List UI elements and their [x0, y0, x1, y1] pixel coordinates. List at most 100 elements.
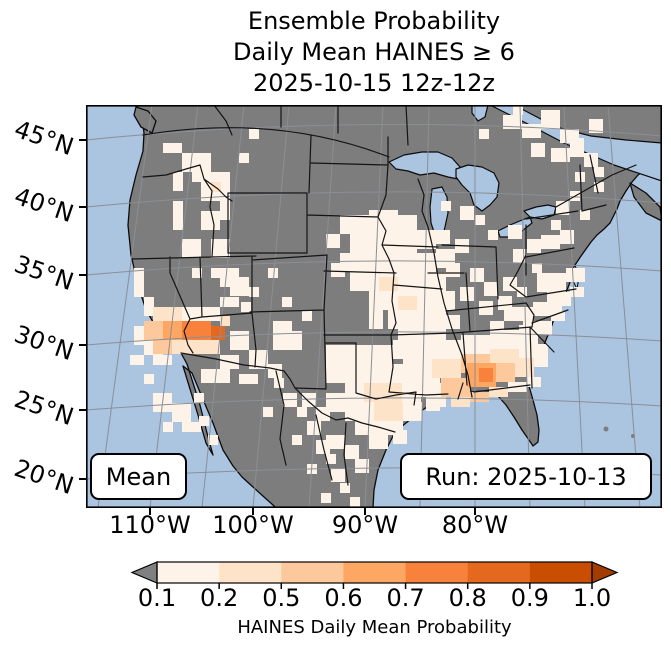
- probability-cell: [541, 110, 560, 129]
- colorbar-segment: [529, 562, 593, 583]
- probability-cell: [211, 326, 225, 340]
- probability-cell: [182, 239, 201, 258]
- run-date-annotation-box: Run: 2025-10-13: [400, 453, 652, 500]
- probability-cell: [560, 230, 574, 244]
- map-frame: [86, 105, 662, 508]
- probability-cell: [345, 383, 364, 402]
- probability-cell: [393, 430, 407, 444]
- probability-cell: [470, 268, 484, 282]
- probability-cell: [182, 321, 211, 340]
- probability-cell: [201, 211, 220, 230]
- probability-cell: [532, 263, 542, 273]
- lat-tick-mark: [79, 409, 86, 411]
- probability-cell: [436, 230, 450, 244]
- probability-cell: [479, 129, 489, 139]
- island-dot: [603, 426, 609, 432]
- probability-cell: [163, 143, 182, 153]
- probability-cell: [412, 383, 441, 397]
- colorbar-segment: [157, 562, 220, 583]
- probability-cell: [490, 321, 504, 335]
- probability-cell: [172, 340, 201, 354]
- probability-cell: [570, 287, 584, 297]
- probability-cell: [239, 153, 249, 163]
- colorbar-tick-label: 0.8: [448, 584, 487, 612]
- probability-cell: [470, 392, 489, 402]
- james-bay: [471, 105, 489, 122]
- probability-cell: [350, 234, 388, 253]
- colorbar-outline: [156, 561, 593, 584]
- probability-cell: [144, 374, 154, 384]
- probability-cell: [326, 435, 345, 449]
- probability-cell: [331, 263, 345, 277]
- probability-cell: [321, 493, 331, 503]
- probability-cell: [345, 402, 374, 421]
- probability-cell: [436, 291, 455, 310]
- probability-cell: [551, 311, 565, 321]
- probability-cell: [283, 393, 297, 407]
- colorbar-segment: [405, 562, 469, 583]
- probability-cell: [531, 143, 545, 157]
- lon-tick-mark: [474, 508, 476, 515]
- probability-cells-layer: [130, 105, 604, 507]
- probability-cell: [355, 345, 393, 364]
- probability-cell: [484, 282, 498, 296]
- probability-cell: [350, 497, 360, 507]
- probability-cell: [249, 129, 259, 139]
- lon-tick-label: 100°W: [212, 511, 294, 539]
- probability-cell: [345, 445, 359, 459]
- probability-cell: [547, 292, 571, 306]
- probability-cell: [407, 253, 436, 272]
- probability-cell: [282, 297, 292, 307]
- probability-cell: [230, 277, 249, 296]
- probability-cell: [398, 215, 417, 234]
- probability-cell: [580, 210, 590, 220]
- probability-cell: [239, 374, 258, 384]
- probability-cell: [460, 206, 474, 220]
- probability-cell: [292, 435, 302, 445]
- probability-cell: [522, 124, 541, 138]
- lat-tick-label: 25°N: [10, 384, 78, 432]
- probability-cell: [220, 201, 230, 220]
- colorbar-over-arrow: [591, 561, 619, 584]
- probability-cell: [551, 220, 561, 230]
- colorbar-segment: [343, 562, 407, 583]
- lon-tick-mark: [364, 508, 366, 515]
- lon-tick-label: 80°W: [441, 511, 509, 539]
- probability-cell: [566, 268, 585, 282]
- probability-cell: [379, 277, 398, 291]
- probability-cell: [369, 291, 398, 310]
- probability-cell: [441, 201, 451, 211]
- lon-tick-label: 110°W: [109, 511, 191, 539]
- probability-cell: [153, 355, 172, 365]
- plot-title-line-1: Ensemble Probability: [247, 7, 501, 35]
- probability-cell: [498, 296, 512, 310]
- mean-annotation-box: Mean: [90, 453, 187, 500]
- lat-tick-mark: [79, 206, 86, 208]
- probability-cell: [192, 268, 202, 278]
- probability-cell: [263, 407, 273, 417]
- probability-cell: [551, 148, 570, 162]
- probability-cell: [340, 483, 350, 493]
- probability-cell: [211, 239, 230, 258]
- probability-cell: [302, 393, 316, 407]
- lat-tick-label: 35°N: [10, 249, 78, 297]
- probability-cell: [398, 296, 417, 310]
- probability-cell: [144, 297, 154, 316]
- colorbar-under-arrow: [130, 561, 158, 584]
- run-date-annotation-text: Run: 2025-10-13: [425, 462, 627, 491]
- colorbar-segment: [281, 562, 344, 583]
- borders-layer: [131, 105, 637, 486]
- colorbar: [130, 561, 619, 589]
- probability-cell: [345, 364, 383, 383]
- probability-cell: [241, 302, 251, 312]
- probability-cell: [446, 315, 460, 329]
- probability-cell: [403, 402, 422, 421]
- probability-cell: [541, 235, 560, 249]
- canada-borders: [142, 105, 637, 208]
- probability-cell: [194, 393, 204, 403]
- mean-annotation-text: Mean: [105, 462, 172, 491]
- graticule: [86, 105, 662, 508]
- probability-cell: [249, 287, 259, 297]
- probability-cell: [355, 459, 369, 473]
